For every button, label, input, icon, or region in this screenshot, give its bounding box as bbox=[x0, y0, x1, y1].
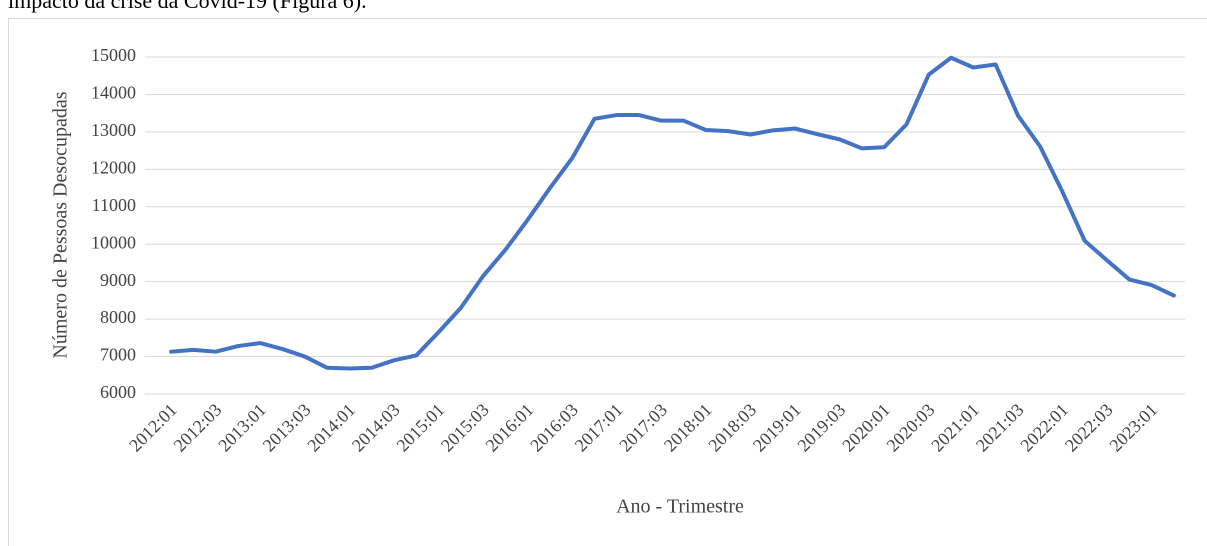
x-tick-label: 2022:03 bbox=[1061, 400, 1117, 456]
x-tick-label: 2018:01 bbox=[660, 400, 716, 456]
x-tick-label: 2022:01 bbox=[1016, 400, 1072, 456]
y-tick-label: 15000 bbox=[91, 45, 136, 65]
x-tick-label: 2020:01 bbox=[838, 400, 894, 456]
y-tick-label: 13000 bbox=[91, 120, 136, 140]
x-tick-label: 2012:01 bbox=[125, 400, 181, 456]
y-tick-label: 9000 bbox=[100, 270, 136, 290]
chart-border bbox=[8, 18, 1207, 546]
x-tick-label: 2014:03 bbox=[348, 400, 404, 456]
x-tick-label: 2017:03 bbox=[615, 400, 671, 456]
document-text: impacto da crise da Covid-19 (Figura 6). bbox=[8, 0, 367, 13]
x-tick-label: 2016:03 bbox=[526, 400, 582, 456]
x-tick-label: 2021:01 bbox=[927, 400, 983, 456]
y-axis-title: Número de Pessoas Desocupadas bbox=[50, 91, 72, 358]
y-tick-label: 6000 bbox=[100, 382, 136, 402]
y-tick-label: 10000 bbox=[91, 232, 136, 252]
x-tick-label: 2013:03 bbox=[259, 400, 315, 456]
y-tick-label: 14000 bbox=[91, 83, 136, 103]
x-tick-label: 2021:03 bbox=[972, 400, 1028, 456]
x-tick-label: 2013:01 bbox=[214, 400, 270, 456]
x-tick-label: 2012:03 bbox=[170, 400, 226, 456]
x-tick-label: 2015:03 bbox=[437, 400, 493, 456]
x-axis-title: Ano - Trimestre bbox=[616, 496, 744, 518]
x-tick-label: 2017:01 bbox=[571, 400, 627, 456]
x-tick-label: 2019:03 bbox=[793, 400, 849, 456]
y-tick-label: 8000 bbox=[100, 307, 136, 327]
y-tick-label: 7000 bbox=[100, 345, 136, 365]
x-tick-label: 2014:01 bbox=[303, 400, 359, 456]
y-tick-label: 11000 bbox=[92, 195, 136, 215]
x-tick-label: 2019:01 bbox=[749, 400, 805, 456]
x-tick-label: 2023:01 bbox=[1105, 400, 1161, 456]
x-tick-label: 2016:01 bbox=[482, 400, 538, 456]
y-tick-label: 12000 bbox=[91, 157, 136, 177]
x-tick-label: 2018:03 bbox=[704, 400, 760, 456]
x-tick-label: 2020:03 bbox=[883, 400, 939, 456]
data-line bbox=[169, 55, 1176, 371]
x-tick-label: 2015:01 bbox=[392, 400, 448, 456]
